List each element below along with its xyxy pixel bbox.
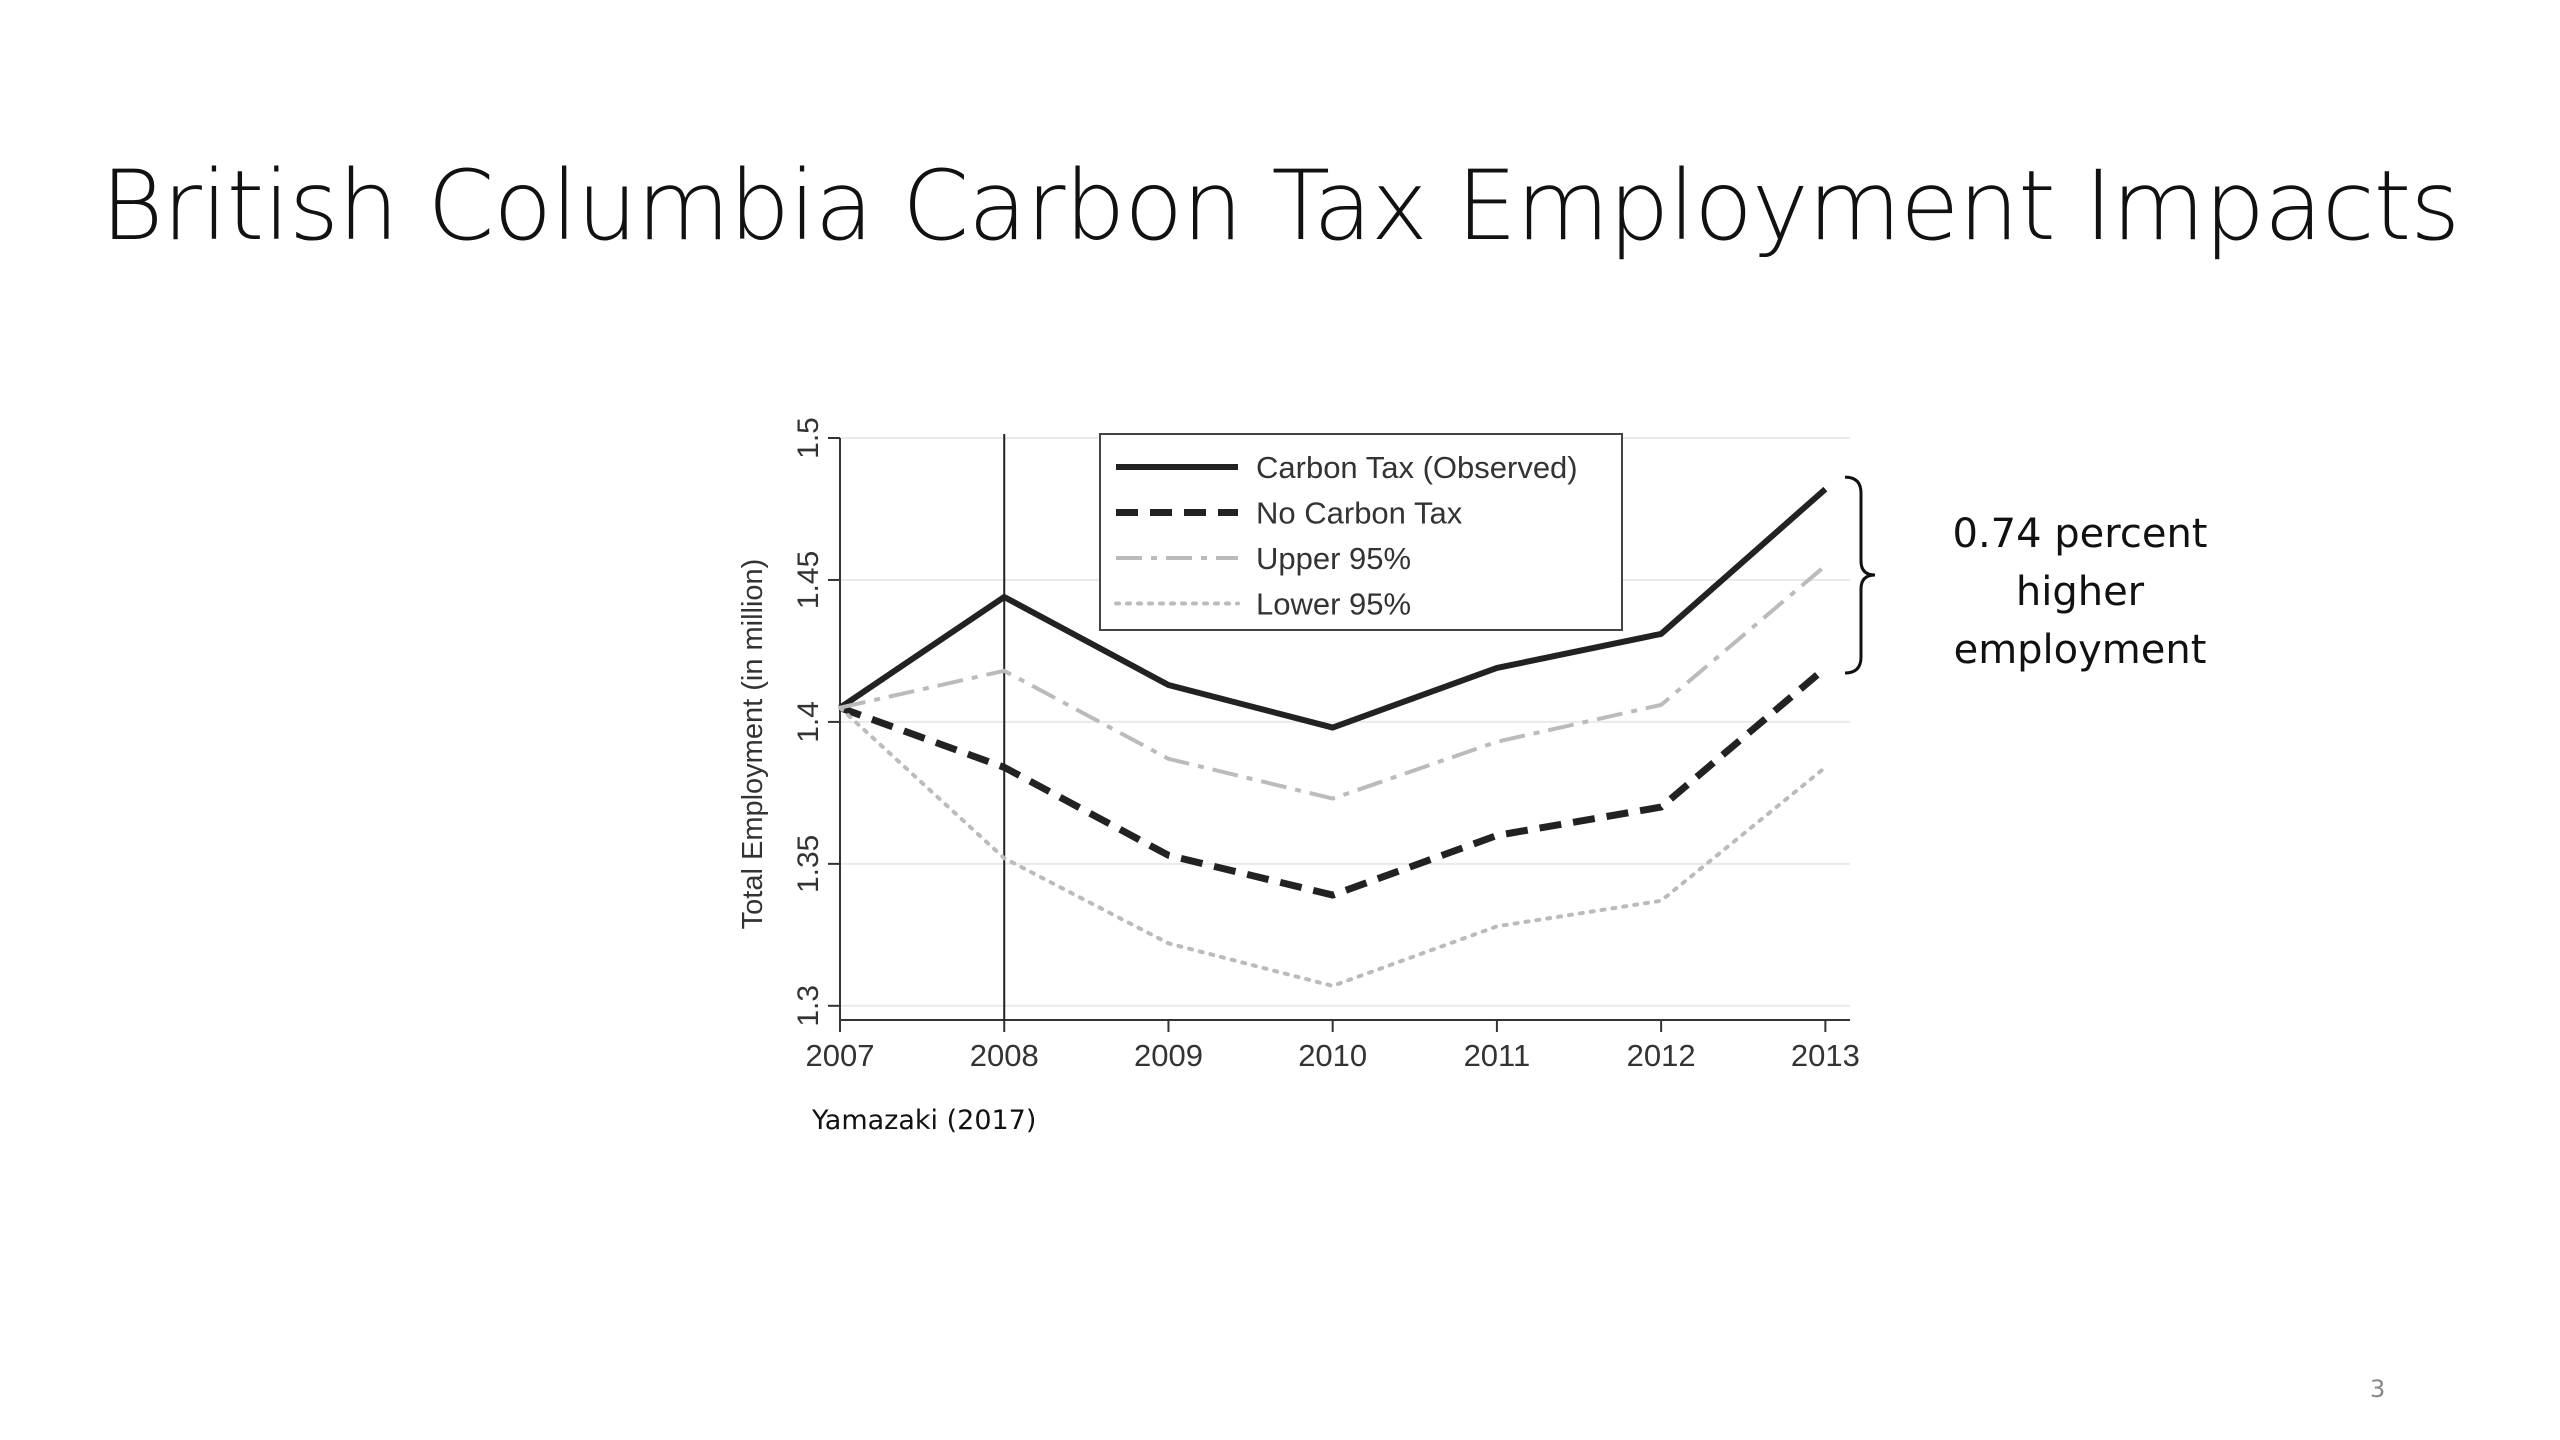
series-line-2 — [839, 564, 1827, 801]
page-number: 3 — [2370, 1375, 2386, 1403]
x-tick-label-5: 2012 — [1627, 1038, 1696, 1073]
annotation-line-1: 0.74 percent — [1952, 511, 2208, 557]
legend-label-3: Lower 95% — [1256, 587, 1411, 622]
series-line-0 — [838, 486, 1828, 731]
employment-difference-annotation: 0.74 percent higher employment — [1920, 505, 2240, 679]
difference-bracket — [1844, 475, 1876, 675]
annotation-line-2: higher — [2015, 569, 2145, 615]
brace-path — [1844, 475, 1876, 675]
x-tick-label-1: 2008 — [970, 1038, 1039, 1073]
axes: 1.3 1.35 1.4 1.45 1.5 Total Employment (in mi… — [737, 417, 1860, 1073]
legend-label-1: No Carbon Tax — [1256, 496, 1463, 531]
series-line-3 — [838, 705, 1828, 988]
legend-label-2: Upper 95% — [1256, 541, 1411, 576]
annotation-line-3: employment — [1953, 627, 2207, 673]
x-tick-label-6: 2013 — [1791, 1038, 1860, 1073]
x-tick-label-4: 2011 — [1464, 1038, 1531, 1073]
y-tick-label-3: 1.45 — [792, 551, 825, 609]
slide-title: British Columbia Carbon Tax Employment I… — [100, 150, 2461, 262]
y-tick-label-2: 1.4 — [792, 701, 825, 743]
x-tick-label-2: 2009 — [1134, 1038, 1203, 1073]
x-tick-label-3: 2010 — [1298, 1038, 1367, 1073]
series-line-1 — [838, 665, 1828, 899]
y-axis-title: Total Employment (in million) — [737, 559, 769, 930]
y-tick-label-0: 1.3 — [792, 985, 825, 1027]
source-citation: Yamazaki (2017) — [812, 1105, 1037, 1136]
y-tick-label-4: 1.5 — [792, 417, 825, 459]
x-tick-label-0: 2007 — [806, 1038, 875, 1073]
series-lines — [838, 486, 1828, 988]
legend-label-0: Carbon Tax (Observed) — [1256, 450, 1578, 485]
legend: Carbon Tax (Observed) No Carbon Tax Upper … — [1099, 433, 1623, 631]
y-tick-label-1: 1.35 — [792, 835, 825, 893]
